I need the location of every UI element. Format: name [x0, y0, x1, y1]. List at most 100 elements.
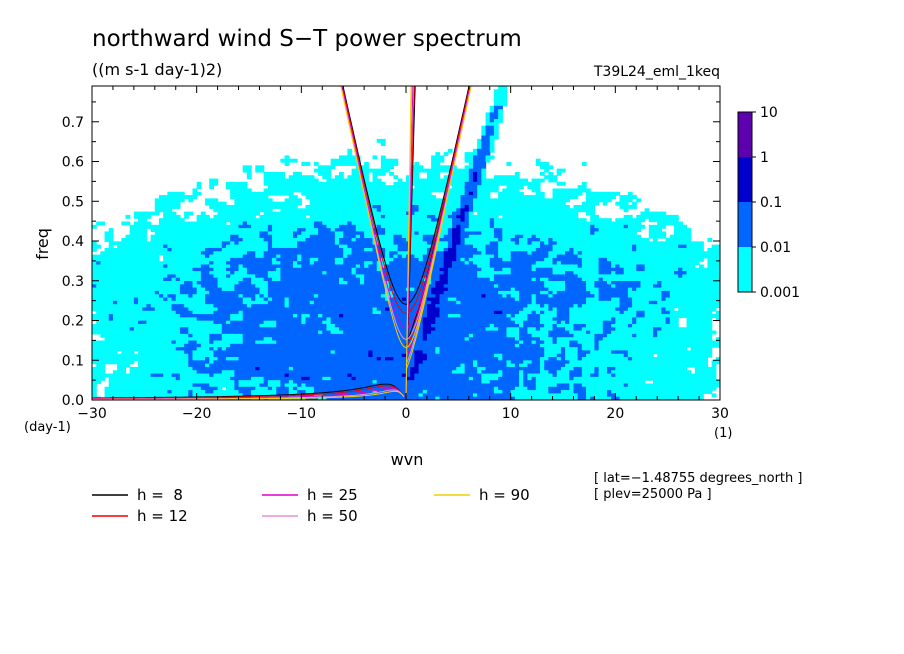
heat-cell	[196, 241, 202, 246]
heat-cell	[489, 251, 495, 256]
heat-cell	[548, 284, 554, 289]
heat-cell	[460, 297, 466, 302]
heat-cell	[205, 254, 210, 259]
heat-cell	[485, 195, 491, 199]
heat-cell	[435, 247, 441, 252]
heat-cell	[431, 171, 436, 176]
heat-cell	[355, 271, 361, 275]
heat-cell	[539, 290, 545, 295]
heat-cell	[184, 284, 189, 289]
heat-cell	[456, 178, 462, 183]
heat-cell	[225, 261, 231, 266]
heat-cell	[397, 238, 403, 242]
heat-cell	[364, 214, 369, 219]
heat-cell	[456, 221, 462, 226]
heat-cell	[305, 251, 311, 256]
heat-cell	[117, 294, 122, 299]
heat-cell	[623, 267, 629, 272]
heat-cell	[234, 198, 240, 203]
heat-cell	[678, 231, 683, 236]
heat-cell	[569, 218, 575, 223]
heat-cell	[309, 198, 315, 203]
heat-cell	[334, 254, 340, 259]
heat-cell	[339, 195, 344, 199]
heat-cell	[326, 274, 332, 279]
heat-cell	[539, 204, 545, 209]
heat-cell	[648, 234, 654, 239]
heat-cell	[619, 251, 625, 256]
heat-cell	[322, 231, 328, 236]
heat-cell	[498, 201, 503, 206]
heat-cell	[138, 231, 143, 236]
heat-cell	[175, 204, 181, 209]
heat-cell	[380, 281, 386, 285]
heat-cell	[267, 171, 273, 176]
heat-cell	[389, 185, 395, 190]
heat-cell	[456, 247, 462, 252]
heat-cell	[230, 261, 235, 266]
heat-cell	[489, 138, 495, 143]
heat-cell	[686, 264, 692, 269]
heat-cell	[653, 214, 658, 219]
heat-cell	[682, 267, 688, 272]
heat-cell	[657, 211, 662, 216]
heat-cell	[167, 290, 173, 295]
heat-cell	[452, 247, 457, 252]
heat-cell	[305, 257, 311, 262]
heat-cell	[205, 218, 210, 223]
heat-cell	[623, 198, 629, 203]
heat-cell	[334, 294, 340, 299]
heat-cell	[644, 261, 650, 266]
heat-cell	[108, 274, 114, 279]
heat-cell	[560, 238, 566, 242]
heat-cell	[577, 204, 583, 209]
heat-cell	[238, 257, 244, 262]
heat-cell	[117, 297, 122, 302]
heat-cell	[418, 188, 424, 193]
heat-cell	[460, 228, 466, 233]
heat-cell	[573, 290, 579, 295]
heat-cell	[477, 148, 482, 153]
heat-cell	[581, 224, 587, 229]
heat-cell	[481, 132, 487, 137]
heat-cell	[636, 281, 642, 285]
heat-cell	[142, 264, 148, 269]
heat-cell	[389, 208, 395, 213]
heat-cell	[598, 224, 604, 229]
heat-cell	[598, 218, 604, 223]
heat-cell	[581, 294, 587, 299]
heat-cell	[611, 247, 616, 252]
heat-cell	[665, 241, 671, 246]
heat-cell	[703, 267, 709, 272]
heat-cell	[200, 261, 206, 266]
heat-cell	[485, 241, 491, 246]
heat-cell	[456, 297, 462, 302]
heat-cell	[380, 264, 386, 269]
heat-cell	[539, 297, 545, 302]
heat-cell	[531, 241, 537, 246]
heat-cell	[347, 231, 353, 236]
heat-cell	[318, 188, 323, 193]
heat-cell	[339, 277, 344, 282]
heat-cell	[577, 261, 583, 266]
heat-cell	[238, 267, 244, 272]
heat-cell	[171, 201, 177, 206]
heat-cell	[481, 281, 487, 285]
heat-cell	[485, 290, 491, 295]
heat-cell	[460, 284, 466, 289]
heat-cell	[644, 254, 650, 259]
heat-cell	[548, 224, 554, 229]
heat-cell	[464, 290, 470, 295]
heat-cell	[531, 185, 537, 190]
heat-cell	[665, 271, 671, 275]
heat-cell	[242, 277, 248, 282]
heat-cell	[640, 218, 646, 223]
heat-cell	[606, 191, 612, 196]
heat-cell	[498, 251, 503, 256]
heat-cell	[297, 171, 302, 176]
heat-cell	[167, 274, 173, 279]
heat-cell	[485, 214, 491, 219]
heat-cell	[288, 271, 294, 275]
heat-cell	[158, 271, 164, 275]
heat-cell	[619, 231, 625, 236]
